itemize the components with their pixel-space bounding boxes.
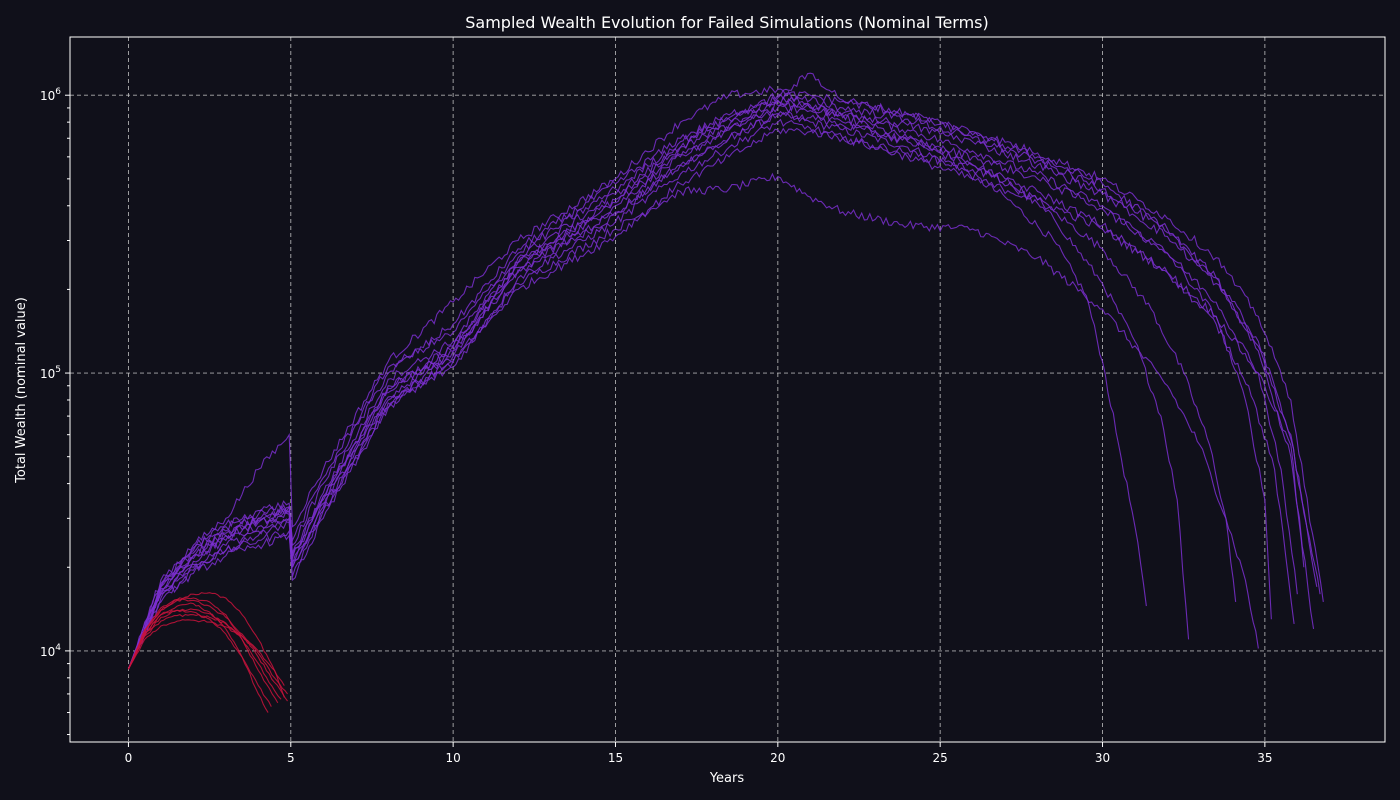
x-axis-label: Years bbox=[709, 771, 745, 786]
x-tick-label: 10 bbox=[445, 751, 460, 765]
series-line-8 bbox=[127, 127, 1305, 670]
axes: 0 5 10 15 20 25 30 35 104 105 106 bbox=[40, 36, 1386, 765]
series-line-6 bbox=[127, 118, 1295, 670]
series-line-5 bbox=[127, 85, 1272, 670]
series-line-16 bbox=[127, 613, 288, 695]
x-tick-label: 5 bbox=[287, 751, 295, 765]
x-tick-label: 35 bbox=[1257, 751, 1272, 765]
series-lines bbox=[127, 72, 1324, 713]
y-tick-label: 106 bbox=[40, 87, 61, 103]
series-line-10 bbox=[127, 72, 1324, 670]
x-tick-label: 0 bbox=[125, 751, 133, 765]
series-line-19 bbox=[127, 598, 288, 702]
series-line-18 bbox=[127, 609, 272, 707]
y-axis-label: Total Wealth (nominal value) bbox=[14, 297, 29, 484]
x-tick-label: 15 bbox=[608, 751, 623, 765]
grid-lines bbox=[70, 37, 1385, 742]
series-line-15 bbox=[127, 592, 285, 698]
y-tick-label: 104 bbox=[40, 643, 61, 659]
series-line-17 bbox=[127, 619, 285, 686]
series-line-20 bbox=[127, 608, 282, 700]
plot-frame bbox=[69, 36, 1386, 743]
series-line-14 bbox=[127, 597, 279, 704]
series-line-12 bbox=[127, 101, 1321, 670]
x-tick-label: 20 bbox=[770, 751, 785, 765]
y-tick-label: 105 bbox=[40, 365, 61, 381]
x-tick-label: 30 bbox=[1095, 751, 1110, 765]
series-line-7 bbox=[127, 91, 1315, 670]
x-tick-label: 25 bbox=[933, 751, 948, 765]
series-line-11 bbox=[127, 110, 1298, 670]
chart-title: Sampled Wealth Evolution for Failed Simu… bbox=[465, 13, 989, 32]
